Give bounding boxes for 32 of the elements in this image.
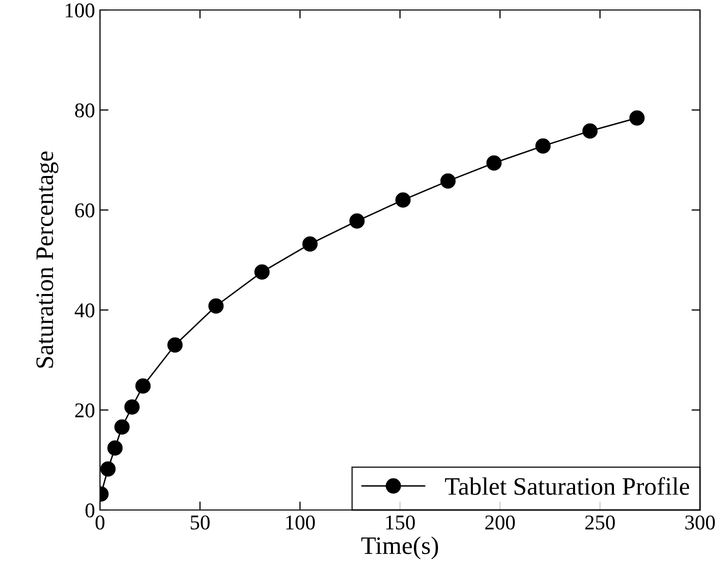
point <box>114 419 130 435</box>
point <box>302 236 318 252</box>
y-tick-label: 40 <box>74 303 94 318</box>
point <box>349 213 365 229</box>
point <box>582 123 598 139</box>
y-tick-label: 0 <box>86 503 94 518</box>
point <box>167 337 183 353</box>
point <box>395 192 411 208</box>
y-tick-label: 100 <box>66 3 94 18</box>
point <box>100 461 116 477</box>
y-tick-label: 80 <box>75 103 94 118</box>
point <box>440 173 456 189</box>
x-tick-label: 0 <box>96 515 104 530</box>
x-tick-label: 150 <box>386 515 415 530</box>
point <box>629 110 645 126</box>
point <box>135 378 151 394</box>
y-tick-label: 20 <box>75 403 94 418</box>
x-axis-title: Time(s) <box>361 536 438 560</box>
x-tick-label: 300 <box>685 515 715 530</box>
x-tick-label: 250 <box>585 515 615 530</box>
x-tick-label: 100 <box>286 515 315 530</box>
point <box>107 440 123 456</box>
point <box>535 138 551 154</box>
point <box>254 264 270 280</box>
legend-label: Tablet Saturation Profile <box>445 477 690 495</box>
point <box>124 399 140 415</box>
y-tick-label: 60 <box>75 203 94 218</box>
x-tick-label: 50 <box>190 515 210 530</box>
point <box>208 298 224 314</box>
y-axis-title: Saturation Percentage <box>36 152 58 368</box>
point <box>486 155 502 171</box>
x-tick-label: 200 <box>485 515 515 530</box>
